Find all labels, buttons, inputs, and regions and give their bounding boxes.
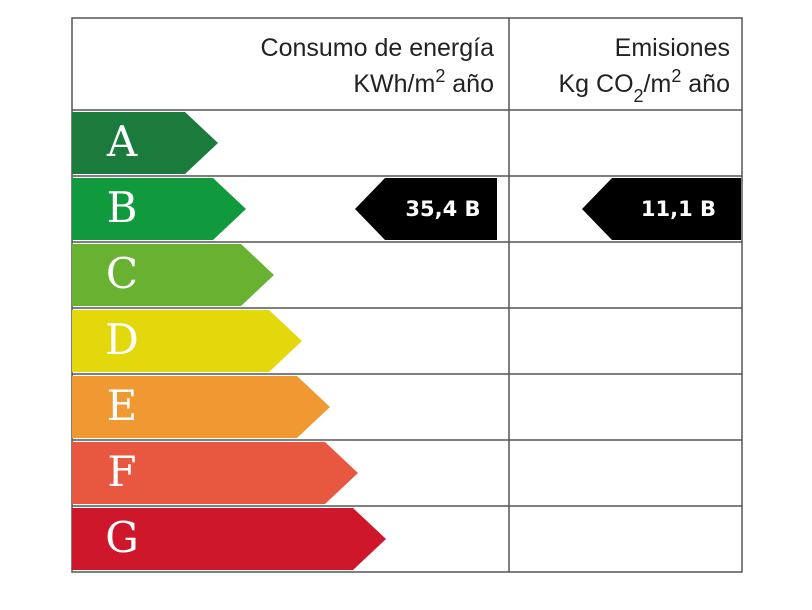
unit-sup: 2 xyxy=(435,66,445,86)
unit-sub: 2 xyxy=(634,86,644,106)
rating-letter: F xyxy=(107,447,136,496)
rating-value: 35,4 B xyxy=(405,197,480,221)
unit-part: año xyxy=(445,70,494,98)
rating-letter: G xyxy=(105,513,139,562)
unit-part: Kg CO xyxy=(558,70,633,98)
rating-letter: B xyxy=(107,183,138,232)
energy-title: Consumo de energía xyxy=(261,34,495,62)
rating-letter: C xyxy=(106,249,138,298)
rating-indicator xyxy=(582,178,741,240)
rating-arrow xyxy=(72,178,246,240)
rating-arrow xyxy=(72,112,218,174)
energy-unit: KWh/m2 año xyxy=(353,66,494,98)
unit-part: /m xyxy=(644,70,672,98)
rating-letter: A xyxy=(106,117,138,166)
rating-letter: D xyxy=(105,315,139,364)
unit-part: año xyxy=(681,70,730,98)
unit-part: KWh/m xyxy=(353,70,435,98)
emissions-title: Emisiones xyxy=(615,34,730,62)
rating-indicator xyxy=(355,178,497,240)
unit-sup: 2 xyxy=(671,66,681,86)
rating-arrow xyxy=(72,244,274,306)
rating-arrow xyxy=(72,508,386,570)
rating-value: 11,1 B xyxy=(641,197,716,221)
rating-arrow xyxy=(72,442,358,504)
rating-letter: E xyxy=(107,381,138,430)
rating-arrow xyxy=(72,310,302,372)
emissions-unit: Kg CO2/m2 año xyxy=(558,66,730,106)
rating-arrow xyxy=(72,376,330,438)
